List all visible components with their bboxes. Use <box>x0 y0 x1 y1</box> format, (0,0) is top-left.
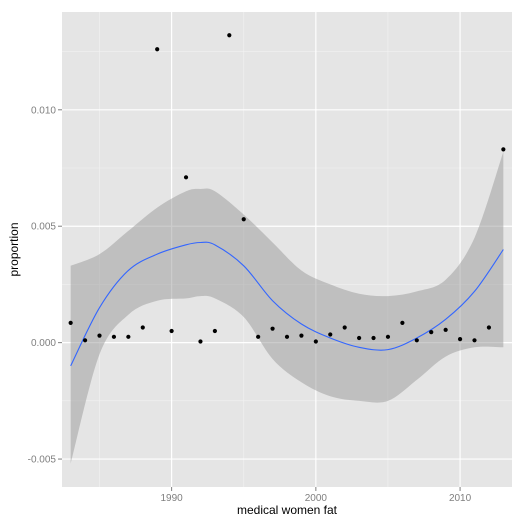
data-point <box>400 320 405 325</box>
data-point <box>414 338 419 343</box>
data-point <box>328 332 333 337</box>
data-point <box>472 338 477 343</box>
x-axis-ticks: 1990 2000 2010 <box>160 487 472 504</box>
data-point <box>183 175 189 180</box>
y-tick-label: 0.005 <box>31 222 56 233</box>
data-points <box>68 33 506 344</box>
x-axis-title: medical women fat <box>237 503 338 517</box>
data-point <box>429 330 434 335</box>
data-point <box>169 328 174 334</box>
data-point <box>357 335 362 341</box>
data-point <box>342 325 347 330</box>
smooth-trend-line <box>70 241 504 367</box>
data-point <box>198 339 203 344</box>
data-point <box>212 328 217 334</box>
data-point <box>385 334 391 339</box>
data-point <box>284 334 290 339</box>
y-tick-label: 0.000 <box>31 338 56 349</box>
data-point <box>371 335 376 341</box>
data-point <box>140 325 145 330</box>
data-point <box>486 325 492 330</box>
data-point <box>457 337 463 342</box>
data-point <box>256 334 261 339</box>
y-tick-label: 0.010 <box>31 105 56 116</box>
data-point <box>270 326 275 331</box>
y-axis-ticks: -0.005 0.000 0.005 0.010 <box>28 105 62 466</box>
data-point <box>299 333 304 338</box>
y-tick-label: -0.005 <box>28 455 57 466</box>
data-point <box>313 339 318 344</box>
x-tick-label: 2010 <box>449 493 472 504</box>
data-point <box>68 320 73 325</box>
data-point <box>97 333 102 338</box>
confidence-band <box>70 151 504 464</box>
y-axis-title: proportion <box>7 222 21 276</box>
data-point <box>155 47 160 52</box>
data-point <box>126 334 131 339</box>
x-tick-label: 1990 <box>160 493 183 504</box>
data-point <box>443 327 448 332</box>
data-point <box>241 217 246 222</box>
data-point <box>227 33 232 38</box>
data-point <box>501 147 506 152</box>
data-point <box>82 338 88 343</box>
data-point <box>111 334 117 339</box>
x-tick-label: 2000 <box>305 493 328 504</box>
